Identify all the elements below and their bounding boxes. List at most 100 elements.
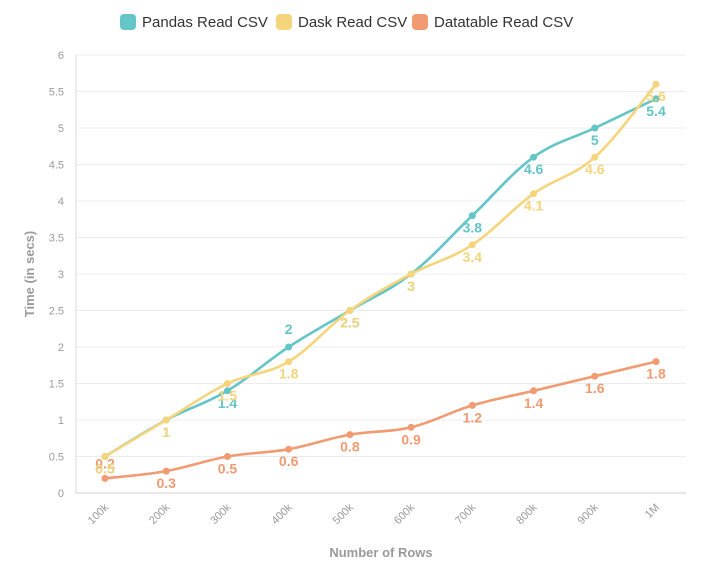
y-tick-label: 5.5 <box>49 87 64 99</box>
y-axis-title: Time (in secs) <box>22 231 37 317</box>
data-label: 1.2 <box>463 409 483 425</box>
data-label: 1.4 <box>524 395 544 411</box>
x-tick-label: 1M <box>643 502 662 521</box>
data-label: 3 <box>407 278 415 294</box>
x-tick-label: 500k <box>331 501 357 527</box>
data-label: 0.3 <box>156 475 176 491</box>
data-label: 0.2 <box>95 455 115 471</box>
data-point <box>101 474 109 482</box>
legend-label: Pandas Read CSV <box>142 14 268 31</box>
x-tick-label: 100k <box>86 501 112 527</box>
y-tick-label: 4.5 <box>49 160 64 172</box>
data-label: 4.1 <box>524 198 544 214</box>
data-label: 1.8 <box>279 366 299 382</box>
data-label: 5 <box>591 132 599 148</box>
data-point <box>162 416 170 424</box>
y-tick-label: 0 <box>58 488 64 500</box>
data-point <box>652 358 660 366</box>
y-tick-label: 5 <box>58 123 64 135</box>
data-point <box>530 387 538 395</box>
legend-swatch <box>276 14 292 30</box>
x-tick-label: 800k <box>514 501 540 527</box>
x-tick-label: 400k <box>269 501 295 527</box>
data-point <box>468 212 476 220</box>
data-label: 2.5 <box>340 315 360 331</box>
data-point <box>530 190 538 198</box>
chart-grid <box>75 54 686 494</box>
legend-label: Dask Read CSV <box>298 14 407 31</box>
y-tick-label: 1.5 <box>49 379 64 391</box>
data-point <box>407 270 415 278</box>
data-label: 1.6 <box>585 380 605 396</box>
legend-swatch <box>412 14 428 30</box>
data-label: 4.6 <box>524 161 544 177</box>
series-line <box>104 360 657 480</box>
data-label: 1 <box>162 424 170 440</box>
legend-swatch <box>120 14 136 30</box>
data-point <box>285 445 293 453</box>
series-line <box>104 97 657 458</box>
x-tick-label: 600k <box>392 501 418 527</box>
x-tick-label: 300k <box>208 501 234 527</box>
y-axis-ticks: 0 0.5 1 1.5 2 2.5 3 3.5 4 4.5 5 5.5 6 <box>49 50 64 500</box>
data-label: 3 <box>407 278 415 294</box>
y-tick-label: 3.5 <box>49 233 64 245</box>
x-axis-ticks: 100k 200k 300k 400k 500k 600k 700k 800k 900k 1M <box>86 501 662 527</box>
data-point <box>285 358 293 366</box>
data-label: 4.6 <box>585 161 605 177</box>
x-axis-title: Number of Rows <box>329 545 432 560</box>
data-point <box>346 431 354 439</box>
y-tick-label: 3 <box>58 269 64 281</box>
data-point <box>223 453 231 460</box>
data-label: 2.5 <box>340 315 360 331</box>
series-dask-read-csv: 0.5 1 1.5 1.8 2.5 3 3.4 4.1 4.6 5.6 <box>95 80 666 477</box>
legend-item: Dask Read CSV <box>276 14 407 31</box>
data-point <box>530 153 538 161</box>
data-point <box>591 372 599 380</box>
y-tick-label: 1 <box>58 415 64 427</box>
data-label: 0.5 <box>95 461 115 477</box>
data-label: 1.8 <box>646 366 666 382</box>
x-tick-label: 900k <box>576 501 602 527</box>
series-datatable-read-csv: 0.2 0.3 0.5 0.6 0.8 0.9 1.2 1.4 1.6 1.8 <box>95 358 666 491</box>
data-label: 3.8 <box>463 220 483 236</box>
data-label: 2 <box>285 321 293 337</box>
data-label: 1.5 <box>218 388 238 404</box>
data-label: 0.5 <box>95 461 115 477</box>
data-label: 5.6 <box>646 88 666 104</box>
legend-item: Datatable Read CSV <box>412 14 573 31</box>
y-tick-label: 6 <box>58 50 64 62</box>
series-pandas-read-csv: 0.5 1 1.4 2 2.5 3 3.8 4.6 5 5.4 <box>95 95 666 477</box>
data-label: 3.4 <box>463 249 483 265</box>
legend-item: Pandas Read CSV <box>120 14 268 31</box>
data-label: 5.4 <box>646 103 666 119</box>
data-point <box>223 380 231 387</box>
series-line <box>104 83 657 458</box>
data-point <box>101 453 109 460</box>
data-label: 0.8 <box>340 439 360 455</box>
y-tick-label: 2 <box>58 342 64 354</box>
y-tick-label: 2.5 <box>49 306 64 318</box>
x-tick-label: 200k <box>147 501 173 527</box>
data-label: 1.4 <box>218 395 238 411</box>
y-tick-label: 0.5 <box>49 452 64 464</box>
data-point <box>223 387 231 395</box>
x-tick-label: 700k <box>453 501 479 527</box>
data-point <box>652 95 660 103</box>
data-point <box>162 467 170 475</box>
data-point <box>468 401 476 409</box>
y-tick-label: 4 <box>58 196 64 208</box>
chart-legend: Pandas Read CSV Dask Read CSV Datatable Re… <box>120 14 573 31</box>
data-point <box>591 124 599 132</box>
data-point <box>346 307 354 314</box>
data-point <box>652 80 660 88</box>
data-point <box>468 241 476 249</box>
legend-label: Datatable Read CSV <box>434 14 573 31</box>
data-label: 1 <box>162 424 170 440</box>
data-label: 0.6 <box>279 453 299 469</box>
data-point <box>407 423 415 431</box>
data-point <box>285 343 293 351</box>
plot-area: 0.2 0.3 0.5 0.6 0.8 0.9 1.2 1.4 1.6 1.8 0.5 1 1.4 2 2.… <box>95 80 666 491</box>
data-label: 0.9 <box>401 431 421 447</box>
